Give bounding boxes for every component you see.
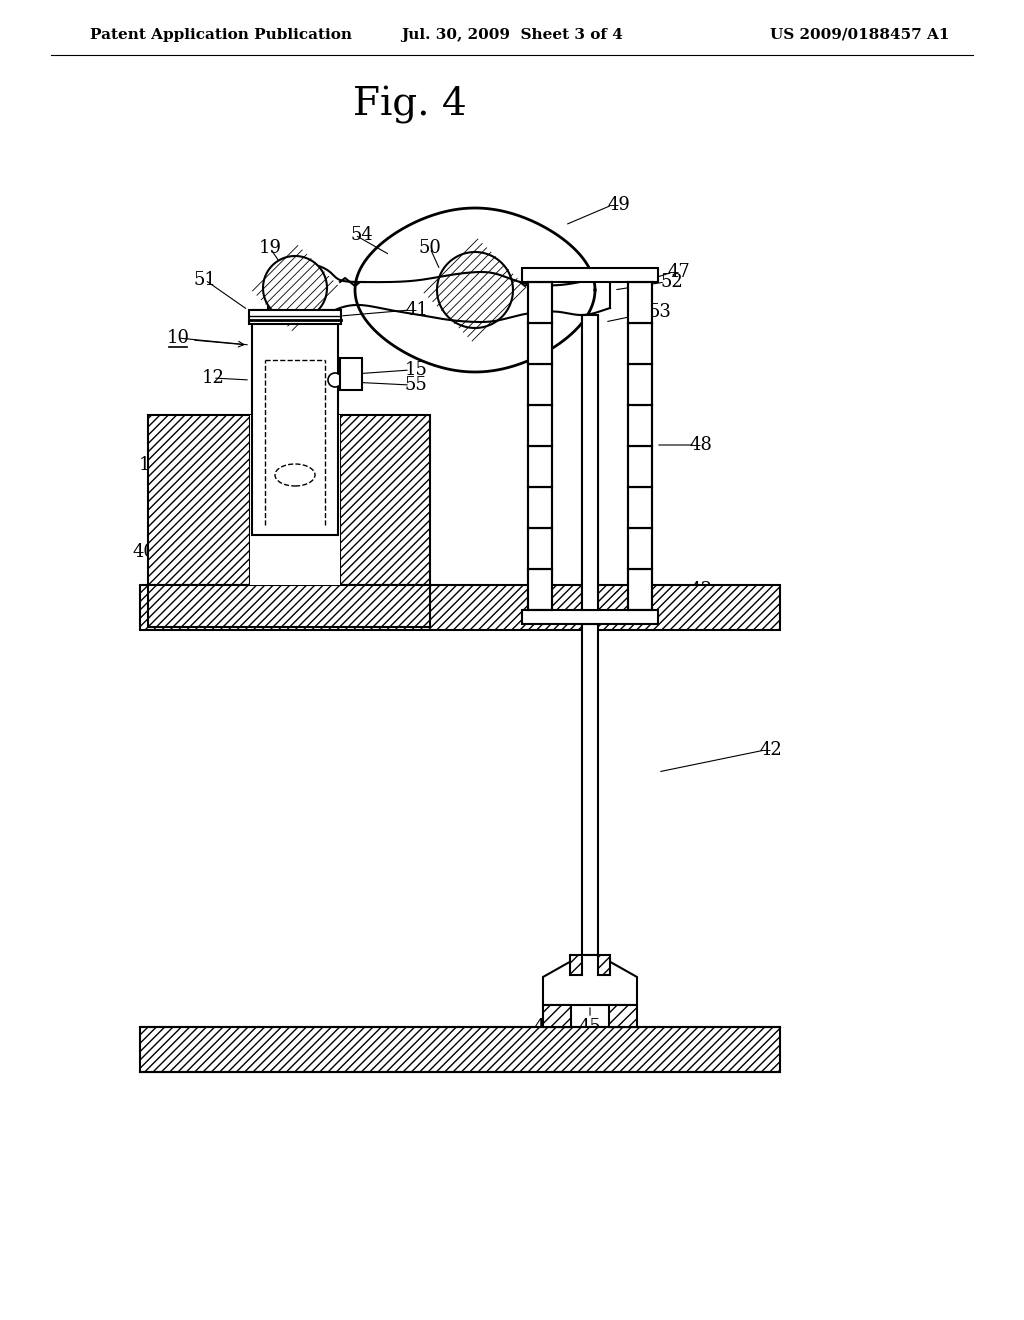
Text: 49: 49	[607, 195, 630, 214]
Text: 52: 52	[660, 273, 683, 290]
Bar	[628, 405, 652, 446]
Circle shape	[328, 374, 342, 387]
Bar	[528, 528, 552, 569]
Bar	[582, 315, 598, 954]
Text: 55: 55	[406, 376, 428, 393]
Text: 53: 53	[648, 304, 671, 321]
Bar	[528, 487, 552, 528]
Text: 15: 15	[406, 360, 428, 379]
Text: 41: 41	[406, 301, 428, 319]
Text: Fig. 4: Fig. 4	[353, 86, 467, 124]
Bar	[522, 268, 658, 282]
Bar	[598, 954, 610, 975]
Bar	[543, 1005, 571, 1027]
Bar	[628, 282, 652, 323]
Bar	[148, 585, 430, 627]
Bar	[528, 364, 552, 405]
Text: 50: 50	[419, 239, 441, 257]
Text: 47: 47	[668, 263, 691, 281]
Text: 48: 48	[690, 436, 713, 454]
Text: 51: 51	[194, 271, 216, 289]
Bar	[252, 310, 338, 535]
Text: 45: 45	[579, 1018, 601, 1036]
Text: 43: 43	[690, 581, 713, 599]
Bar	[528, 446, 552, 487]
Bar	[628, 487, 652, 528]
Text: 11: 11	[139, 455, 162, 474]
Polygon shape	[355, 209, 595, 372]
Text: 44: 44	[690, 611, 713, 630]
Text: US 2009/0188457 A1: US 2009/0188457 A1	[770, 28, 950, 42]
Polygon shape	[263, 256, 327, 319]
Bar	[570, 954, 582, 975]
Polygon shape	[543, 954, 637, 1005]
Bar	[340, 414, 430, 585]
Text: 54: 54	[350, 226, 373, 244]
Text: Patent Application Publication: Patent Application Publication	[90, 28, 352, 42]
Bar	[250, 414, 340, 585]
Bar	[249, 310, 341, 323]
Bar	[522, 610, 658, 624]
Bar	[628, 528, 652, 569]
Polygon shape	[437, 252, 513, 327]
Bar	[528, 323, 552, 364]
Text: 40: 40	[132, 543, 155, 561]
Bar	[609, 1005, 637, 1027]
Text: Jul. 30, 2009  Sheet 3 of 4: Jul. 30, 2009 Sheet 3 of 4	[401, 28, 623, 42]
Bar	[628, 446, 652, 487]
Text: 46: 46	[534, 1018, 556, 1036]
Bar	[340, 358, 362, 389]
Bar	[528, 405, 552, 446]
Bar	[528, 569, 552, 610]
Text: 12: 12	[202, 370, 224, 387]
Bar	[528, 282, 552, 323]
Text: 42: 42	[760, 741, 782, 759]
Bar	[628, 323, 652, 364]
Bar	[628, 364, 652, 405]
Text: 10: 10	[167, 329, 189, 347]
Text: 19: 19	[258, 239, 282, 257]
Bar	[140, 1027, 780, 1072]
Bar	[579, 610, 601, 624]
Bar	[148, 414, 250, 585]
Bar	[628, 569, 652, 610]
Ellipse shape	[275, 465, 315, 486]
Bar	[140, 585, 780, 630]
Bar	[582, 315, 598, 610]
